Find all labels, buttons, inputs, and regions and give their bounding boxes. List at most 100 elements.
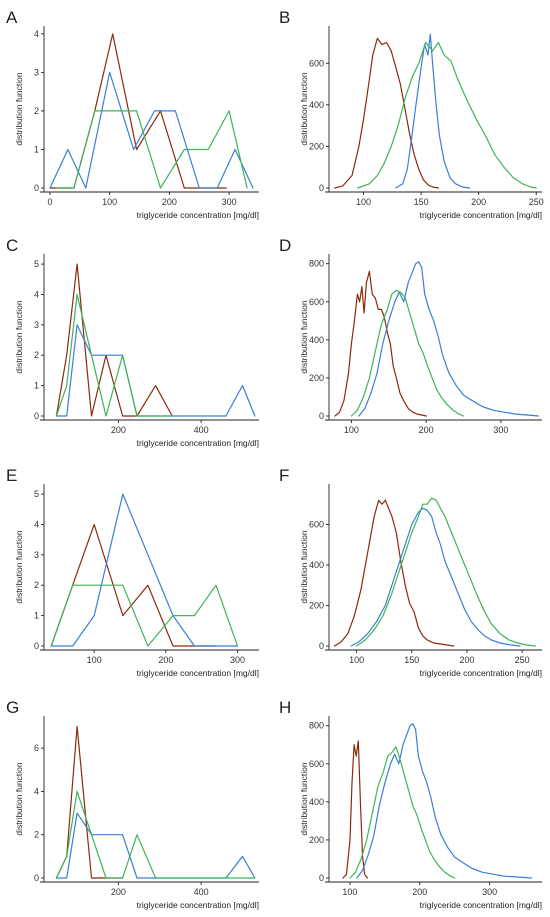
x-tick-label: 100 <box>349 655 364 665</box>
y-tick-label: 400 <box>309 335 324 345</box>
x-tick-label: 100 <box>87 655 102 665</box>
x-axis-label: triglyceride concentration [mg/dl] <box>137 900 259 910</box>
x-tick-label: 200 <box>459 655 474 665</box>
x-tick-label: 200 <box>158 655 173 665</box>
y-tick-label: 600 <box>309 297 324 307</box>
x-axis-label: triglyceride concentration [mg/dl] <box>137 210 259 220</box>
series-line-2 <box>358 261 539 417</box>
panel-b: B 0 200 400 600 100 150 200 250 distribution func… <box>279 8 544 220</box>
x-tick-label: 100 <box>102 197 117 207</box>
y-tick-label: 0 <box>34 411 39 421</box>
y-tick-label: 2 <box>34 350 39 360</box>
y-tick-label: 200 <box>309 835 324 845</box>
series-line-2 <box>55 324 256 417</box>
panel-letter: C <box>6 236 18 255</box>
panel-letter: H <box>279 698 291 717</box>
x-tick-label: 300 <box>482 887 497 897</box>
y-tick-label: 200 <box>309 373 324 383</box>
y-tick-label: 1 <box>34 144 39 154</box>
series-line-2 <box>49 71 254 189</box>
y-tick-label: 3 <box>34 320 39 330</box>
y-tick-label: 4 <box>34 289 39 299</box>
y-tick-label: 400 <box>309 100 324 110</box>
x-tick-label: 300 <box>230 655 245 665</box>
y-axis-label: distribution function <box>14 530 24 604</box>
y-tick-label: 800 <box>309 259 324 269</box>
x-tick-label: 100 <box>344 425 359 435</box>
x-tick-label: 200 <box>162 197 177 207</box>
x-tick-label: 0 <box>47 197 52 207</box>
x-axis-label: triglyceride concentration [mg/dl] <box>137 438 259 448</box>
y-tick-label: 2 <box>34 580 39 590</box>
x-tick-label: 200 <box>111 425 126 435</box>
y-tick-label: 5 <box>34 489 39 499</box>
y-tick-label: 1 <box>34 611 39 621</box>
y-tick-label: 800 <box>309 721 324 731</box>
series-line-1 <box>55 263 173 417</box>
panel-a: A 0 1 2 3 4 0 100 200 300 distribution function tri… <box>6 8 259 220</box>
y-tick-label: 200 <box>309 141 324 151</box>
y-tick-label: 600 <box>309 58 324 68</box>
series-line-1 <box>333 499 455 647</box>
y-axis-label: distribution function <box>299 762 309 836</box>
x-tick-label: 100 <box>356 197 371 207</box>
series-line-3 <box>357 41 537 189</box>
y-tick-label: 2 <box>34 106 39 116</box>
series-line-1 <box>334 270 427 417</box>
series-line-1 <box>334 37 439 189</box>
x-tick-label: 400 <box>194 425 209 435</box>
y-tick-label: 0 <box>34 873 39 883</box>
series-line-3 <box>350 289 465 417</box>
x-axis-label: triglyceride concentration [mg/dl] <box>137 668 259 678</box>
x-axis-label: triglyceride concentration [mg/dl] <box>420 210 542 220</box>
series-line-3 <box>349 746 456 879</box>
panel-letter: B <box>279 8 290 27</box>
panel-g: G 0 2 4 6 200 400 distribution function triglyce… <box>6 698 259 910</box>
x-tick-label: 200 <box>111 887 126 897</box>
y-tick-label: 0 <box>319 641 324 651</box>
y-axis-label: distribution function <box>299 72 309 146</box>
y-tick-label: 5 <box>34 259 39 269</box>
panel-e: E 0 1 2 3 4 5 100 200 300 distribution function tri… <box>6 466 259 678</box>
x-tick-label: 250 <box>515 655 530 665</box>
x-axis-label: triglyceride concentration [mg/dl] <box>420 668 542 678</box>
x-tick-label: 300 <box>493 425 508 435</box>
y-tick-label: 0 <box>34 183 39 193</box>
panel-f: F 0 200 400 600 100 150 200 250 distribution func… <box>279 466 542 678</box>
series-line-2 <box>356 723 533 879</box>
y-tick-label: 0 <box>319 873 324 883</box>
panel-letter: A <box>6 8 18 27</box>
series-line-1 <box>342 740 369 879</box>
y-axis-label: distribution function <box>299 300 309 374</box>
y-tick-label: 400 <box>309 560 324 570</box>
panel-d: D 0 200 400 600 800 100 200 300 distribution func… <box>279 236 542 435</box>
y-tick-label: 0 <box>319 183 324 193</box>
x-tick-label: 200 <box>412 887 427 897</box>
series-line-3 <box>50 584 239 647</box>
series-line-1 <box>50 523 217 647</box>
y-axis-label: distribution function <box>299 530 309 604</box>
y-tick-label: 200 <box>309 600 324 610</box>
y-tick-label: 4 <box>34 786 39 796</box>
series-line-3 <box>55 293 173 417</box>
series-line-3 <box>355 497 536 647</box>
y-tick-label: 4 <box>34 519 39 529</box>
y-tick-label: 3 <box>34 550 39 560</box>
series-line-2 <box>50 493 239 647</box>
x-tick-label: 200 <box>419 425 434 435</box>
y-tick-label: 600 <box>309 759 324 769</box>
panel-c: C 0 1 2 3 4 5 200 400 distribution function trigly… <box>6 236 259 448</box>
y-axis-label: distribution function <box>14 300 24 374</box>
x-tick-label: 250 <box>529 197 544 207</box>
series-line-2 <box>395 33 471 189</box>
series-line-3 <box>55 790 256 879</box>
x-tick-label: 400 <box>194 887 209 897</box>
y-tick-label: 4 <box>34 29 39 39</box>
panel-h: H 0 200 400 600 800 100 200 300 distribution func… <box>279 698 542 910</box>
y-tick-label: 0 <box>34 641 39 651</box>
y-tick-label: 1 <box>34 381 39 391</box>
x-axis-label: triglyceride concentration [mg/dl] <box>420 900 542 910</box>
y-tick-label: 6 <box>34 743 39 753</box>
y-tick-label: 600 <box>309 519 324 529</box>
